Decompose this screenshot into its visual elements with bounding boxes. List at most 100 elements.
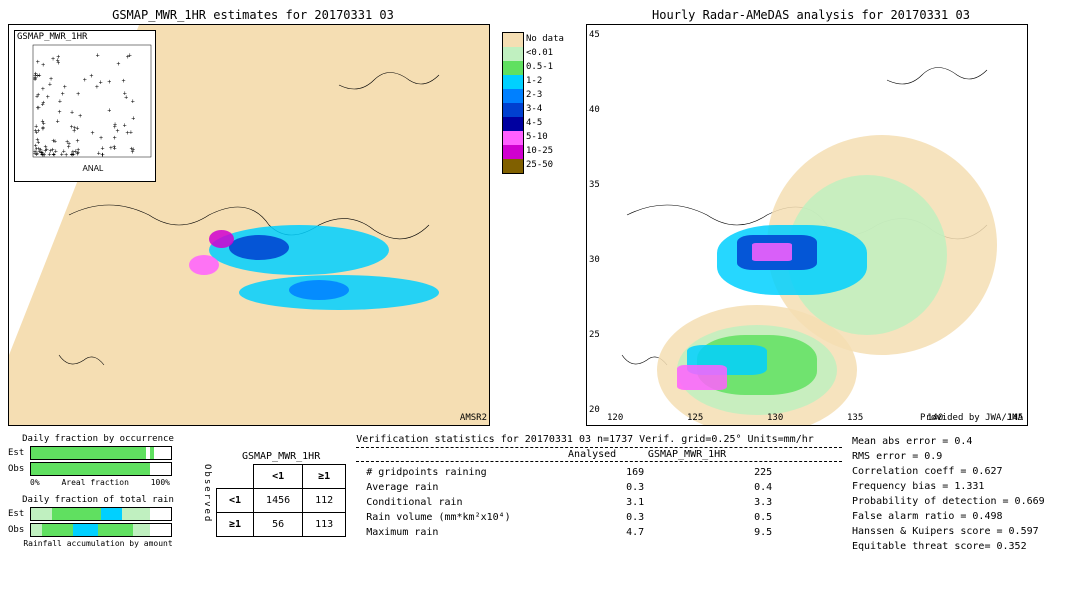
- svg-text:+: +: [43, 144, 47, 151]
- verif-col1: Analysed: [546, 449, 616, 460]
- score-line: RMS error = 0.9: [852, 449, 1072, 464]
- color-legend: No data<0.010.5-11-22-33-44-55-1010-2525…: [502, 32, 572, 426]
- right-map-panel: Hourly Radar-AMeDAS analysis for 2017033…: [586, 8, 1036, 426]
- ytick: 40: [589, 105, 600, 115]
- rain-blob: [209, 230, 234, 248]
- left-map-footer: AMSR2: [460, 413, 487, 423]
- est-label: Est: [8, 448, 30, 458]
- svg-text:+: +: [125, 130, 129, 137]
- svg-text:+: +: [124, 94, 128, 101]
- svg-text:+: +: [70, 110, 74, 117]
- svg-text:+: +: [96, 52, 100, 59]
- occ-axis: 0%Areal fraction100%: [8, 478, 170, 487]
- legend-label: 3-4: [526, 102, 564, 116]
- ytick: 35: [589, 180, 600, 190]
- legend-label: 1-2: [526, 74, 564, 88]
- svg-text:+: +: [99, 135, 103, 142]
- verif-row: # gridpoints raining169225: [358, 466, 780, 479]
- svg-text:+: +: [61, 91, 65, 98]
- svg-text:+: +: [122, 78, 126, 85]
- xtick: 135: [847, 413, 863, 423]
- maps-row: GSMAP_MWR_1HR estimates for 20170331 03 …: [8, 8, 1072, 426]
- tot-title: Daily fraction of total rain: [8, 495, 188, 505]
- fraction-bars: Daily fraction by occurrence Est Obs 0%A…: [8, 434, 188, 554]
- svg-text:+: +: [41, 62, 45, 69]
- svg-text:+: +: [78, 113, 82, 120]
- stats-row: Daily fraction by occurrence Est Obs 0%A…: [8, 434, 1072, 554]
- legend-label: 0.5-1: [526, 60, 564, 74]
- svg-text:+: +: [41, 102, 45, 109]
- right-map-title: Hourly Radar-AMeDAS analysis for 2017033…: [586, 8, 1036, 22]
- ytick: 30: [589, 255, 600, 265]
- svg-text:+: +: [47, 152, 51, 159]
- scatter-inset: GSMAP_MWR_1HR ++++++++++++++++++++++++++…: [14, 30, 156, 182]
- svg-text:+: +: [41, 86, 45, 93]
- svg-text:+: +: [128, 52, 132, 59]
- svg-text:+: +: [72, 128, 76, 135]
- svg-text:+: +: [56, 118, 60, 125]
- svg-text:+: +: [51, 138, 55, 145]
- ytick: 25: [589, 330, 600, 340]
- svg-text:+: +: [131, 99, 135, 106]
- svg-text:+: +: [46, 94, 50, 101]
- svg-text:+: +: [101, 152, 105, 159]
- score-line: False alarm ratio = 0.498: [852, 509, 1072, 524]
- svg-text:ANAL: ANAL: [83, 164, 104, 173]
- svg-text:+: +: [76, 91, 80, 98]
- svg-text:+: +: [51, 56, 55, 63]
- verification-table: # gridpoints raining169225 Average rain0.…: [356, 464, 782, 541]
- legend-label: 25-50: [526, 158, 564, 172]
- svg-text:+: +: [75, 151, 79, 158]
- svg-text:+: +: [107, 79, 111, 86]
- svg-text:+: +: [62, 149, 66, 156]
- occ-obs-bar: [30, 462, 172, 476]
- svg-text:+: +: [49, 76, 53, 83]
- score-line: Hanssen & Kuipers score = 0.597: [852, 524, 1072, 539]
- svg-text:+: +: [54, 148, 58, 155]
- occ-est-bar: [30, 446, 172, 460]
- rain-blob: [289, 280, 349, 300]
- svg-text:+: +: [107, 108, 111, 115]
- svg-text:+: +: [83, 77, 87, 84]
- svg-text:+: +: [99, 80, 103, 87]
- svg-text:+: +: [33, 128, 37, 135]
- scatter-plot: ++++++++++++++++++++++++++++++++++++++++…: [15, 43, 155, 173]
- svg-text:+: +: [91, 130, 95, 137]
- score-line: Mean abs error = 0.4: [852, 434, 1072, 449]
- legend-label: 2-3: [526, 88, 564, 102]
- rain-blob: [229, 235, 289, 260]
- legend-label: No data: [526, 32, 564, 46]
- score-line: Probability of detection = 0.669: [852, 494, 1072, 509]
- legend-label: <0.01: [526, 46, 564, 60]
- ct-rowhdr: Observed: [198, 464, 216, 523]
- verif-row: Average rain0.30.4: [358, 481, 780, 494]
- svg-text:+: +: [58, 109, 62, 116]
- left-map-title: GSMAP_MWR_1HR estimates for 20170331 03: [8, 8, 498, 22]
- svg-text:+: +: [67, 144, 71, 151]
- occ-title: Daily fraction by occurrence: [8, 434, 188, 444]
- svg-text:+: +: [131, 146, 135, 153]
- svg-text:+: +: [36, 59, 40, 66]
- svg-text:+: +: [113, 145, 117, 152]
- legend-label: 10-25: [526, 144, 564, 158]
- verif-row: Rain volume (mm*km²x10⁴)0.30.5: [358, 511, 780, 524]
- tot-obs-bar: [30, 523, 172, 537]
- svg-text:+: +: [123, 123, 127, 130]
- ytick: 45: [589, 30, 600, 40]
- right-rain-layer: [587, 25, 1027, 425]
- svg-text:+: +: [33, 73, 37, 80]
- xtick: 120: [607, 413, 623, 423]
- ytick: 20: [589, 405, 600, 415]
- svg-text:+: +: [37, 146, 41, 153]
- legend-label: 4-5: [526, 116, 564, 130]
- scores-list: Mean abs error = 0.4RMS error = 0.9Corre…: [852, 434, 1072, 554]
- legend-label: 5-10: [526, 130, 564, 144]
- svg-text:+: +: [58, 99, 62, 106]
- svg-text:+: +: [35, 137, 39, 144]
- verif-row: Conditional rain3.13.3: [358, 496, 780, 509]
- verif-col2: GSMAP_MWR_1HR: [616, 449, 726, 460]
- right-map-footer: Provided by JWA/JMA: [920, 413, 1023, 423]
- svg-text:+: +: [37, 73, 41, 80]
- svg-text:+: +: [75, 138, 79, 145]
- inset-title: GSMAP_MWR_1HR: [15, 31, 155, 43]
